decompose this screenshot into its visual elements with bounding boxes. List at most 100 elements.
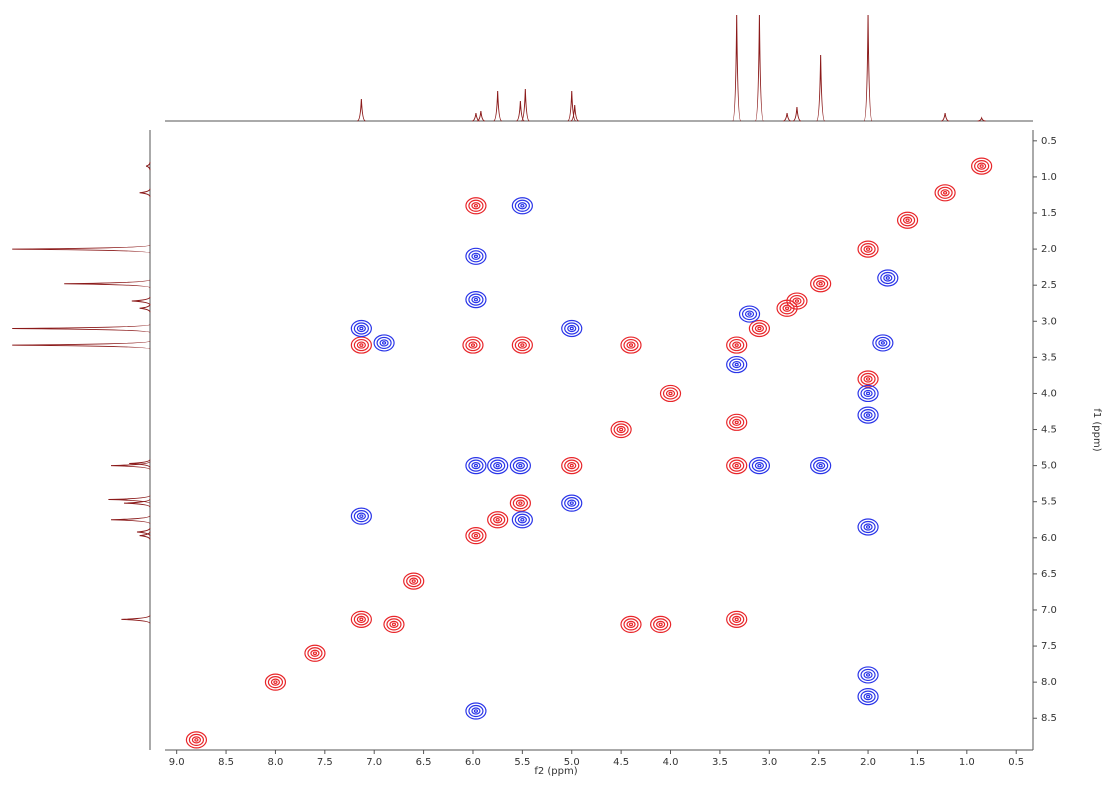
contour [267, 676, 284, 689]
contour [465, 291, 487, 309]
contour [656, 620, 666, 629]
contour [905, 218, 910, 223]
cross-peak [403, 572, 425, 590]
contour [813, 277, 829, 290]
contour [786, 292, 808, 310]
contour [789, 294, 805, 308]
contour [517, 341, 527, 349]
contour [860, 520, 876, 534]
contour [863, 671, 873, 679]
top-projection-peak [476, 110, 485, 122]
contour [487, 457, 509, 475]
contour [860, 387, 876, 400]
left-projection-peak [108, 495, 151, 505]
contour [940, 189, 950, 197]
contour [569, 463, 574, 468]
contour [650, 615, 672, 634]
contour [411, 579, 416, 583]
contour [860, 242, 876, 256]
contour [356, 341, 366, 349]
contour [810, 275, 832, 293]
contour [381, 341, 387, 345]
contour [194, 738, 199, 742]
contour [493, 462, 503, 470]
contour [857, 666, 879, 684]
contour [471, 532, 481, 540]
contour [473, 254, 479, 259]
left-projection-peak [12, 244, 151, 254]
contour [748, 319, 771, 338]
contour [495, 463, 500, 468]
contour [863, 692, 873, 701]
contour [561, 457, 583, 475]
cross-peak [748, 319, 771, 338]
x-tick-label: 7.0 [366, 757, 382, 768]
contour [744, 310, 755, 318]
contour [813, 459, 829, 472]
top-projection-peak [754, 14, 764, 122]
contour [860, 372, 876, 386]
contour [757, 463, 762, 468]
contour [495, 517, 500, 522]
contour [471, 252, 481, 260]
cross-peak [857, 666, 879, 684]
contour [473, 709, 479, 713]
contour [732, 360, 742, 369]
contour [270, 678, 281, 686]
contour [312, 651, 318, 656]
contour [386, 618, 402, 631]
contour [511, 336, 533, 354]
contour [732, 462, 742, 470]
x-tick-label: 5.0 [564, 757, 580, 768]
contour [462, 336, 484, 354]
contour [406, 575, 422, 588]
contour [857, 518, 879, 536]
contour [865, 413, 871, 417]
x-tick-label: 1.5 [909, 757, 925, 768]
contour [471, 707, 481, 715]
contour [857, 406, 879, 424]
contour [880, 341, 885, 345]
cross-peak [726, 336, 748, 354]
contour [877, 269, 899, 287]
cross-peak [857, 518, 879, 536]
cross-peak [561, 494, 583, 512]
x-tick-label: 3.5 [712, 757, 728, 768]
contour [729, 358, 745, 371]
cross-peak [487, 457, 509, 475]
cross-peak [934, 184, 956, 202]
contour [863, 375, 873, 383]
left-projection-peak [139, 531, 151, 540]
contour [942, 190, 948, 195]
cross-peak [465, 291, 487, 309]
contour [359, 343, 364, 347]
top-projection-peak [521, 88, 530, 122]
contour [511, 511, 533, 529]
contour [885, 276, 890, 280]
cross-peak [561, 457, 583, 475]
contour [878, 339, 888, 347]
contour [818, 463, 823, 468]
contour [359, 514, 364, 518]
cross-peak [304, 644, 326, 662]
cross-peak [659, 384, 682, 403]
x-tick-label: 5.5 [514, 757, 530, 768]
contour [863, 523, 873, 531]
contour [857, 240, 879, 258]
contour [751, 322, 768, 335]
contour [564, 322, 580, 335]
contour [732, 615, 742, 623]
contour [356, 615, 366, 623]
cross-peak [487, 511, 509, 529]
contour [473, 203, 479, 208]
cross-peak [726, 610, 748, 628]
contour [738, 305, 761, 323]
contour [473, 463, 479, 468]
cross-peak [857, 406, 879, 424]
contour [468, 459, 484, 472]
y-tick-label: 7.5 [1041, 641, 1057, 652]
contour [359, 617, 364, 622]
left-projection-peak [129, 459, 151, 468]
contour [515, 499, 525, 507]
